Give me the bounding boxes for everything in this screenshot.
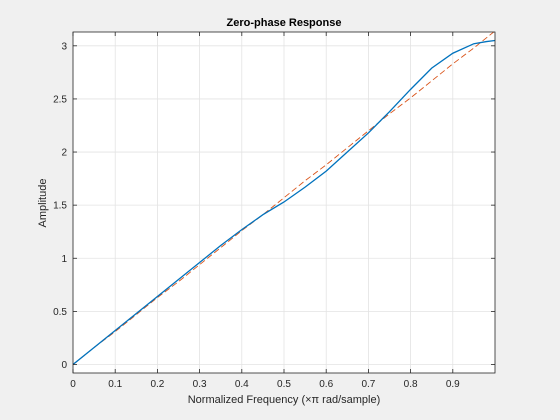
y-tick-label: 0 [61, 360, 67, 371]
x-tick-label: 0.6 [319, 379, 333, 390]
y-tick-label: 1 [61, 254, 67, 265]
y-tick-label: 2.5 [53, 94, 67, 105]
series-layer [73, 32, 495, 366]
x-tick-label: 0.7 [361, 379, 375, 390]
x-tick-label: 0.3 [193, 379, 207, 390]
x-tick-label: 0 [70, 379, 76, 390]
grid-lines [72, 32, 495, 373]
y-tick-label: 3 [61, 41, 67, 52]
axis-ticks: 0 0.1 0.2 0.3 0.4 0.5 0.6 0.7 0.8 0.9 0 0.5 1 1.5 2 2.5… [53, 32, 495, 390]
x-tick-label: 0.2 [150, 379, 164, 390]
x-tick-label: 0.9 [446, 379, 460, 390]
x-tick-label: 0.8 [404, 379, 418, 390]
x-tick-label: 0.4 [235, 379, 249, 390]
x-tick-label: 0.1 [108, 379, 122, 390]
x-tick-label: 0.5 [277, 379, 291, 390]
y-tick-label: 2 [61, 148, 67, 159]
solid-response-line [73, 39, 495, 366]
y-axis-label: Amplitude [37, 179, 49, 228]
y-tick-label: 1.5 [53, 201, 67, 212]
x-axis-label: Normalized Frequency (×π rad/sample) [188, 394, 381, 406]
y-tick-label: 0.5 [53, 307, 67, 318]
chart-title: Zero-phase Response [227, 17, 342, 29]
